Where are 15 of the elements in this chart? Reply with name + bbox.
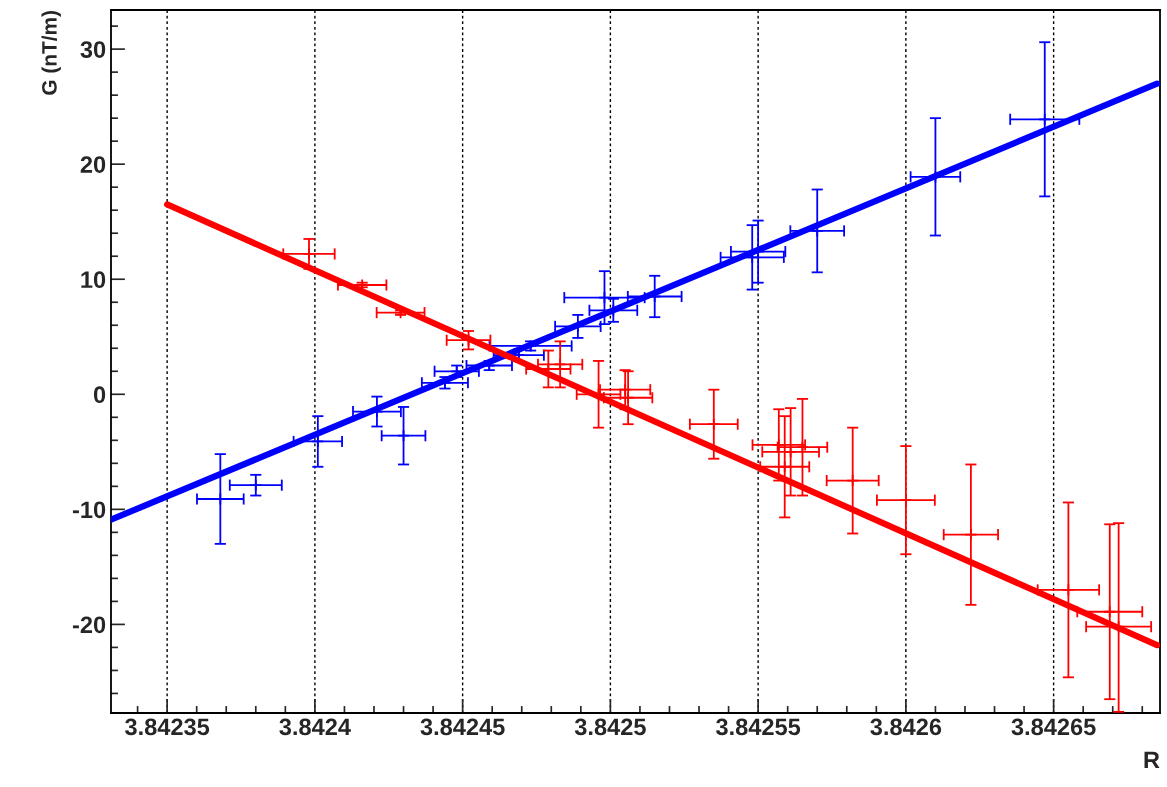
x-tick-label: 3.8426 — [870, 718, 942, 736]
x-tick-label: 3.8424 — [279, 718, 351, 736]
y-axis-title: G (nT/m) — [41, 11, 61, 95]
x-tick-label: 3.84245 — [420, 718, 505, 736]
y-tick-label: 10 — [81, 271, 106, 289]
x-tick-label: 3.84235 — [125, 718, 210, 736]
x-tick-label: 3.8425 — [574, 718, 646, 736]
x-axis-title: R — [1144, 751, 1160, 769]
x-tick-label: 3.84255 — [716, 718, 801, 736]
y-tick-label: 20 — [80, 156, 106, 173]
y-tick-label: 0 — [93, 386, 106, 404]
y-tick-label: 30 — [80, 41, 106, 58]
x-tick-label: 3.84265 — [1011, 718, 1096, 736]
y-tick-label: -10 — [72, 501, 106, 519]
y-tick-label: -20 — [72, 616, 106, 634]
